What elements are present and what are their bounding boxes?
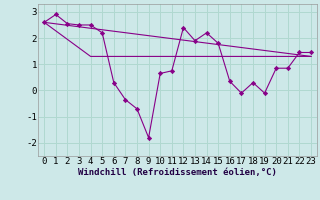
X-axis label: Windchill (Refroidissement éolien,°C): Windchill (Refroidissement éolien,°C) [78, 168, 277, 177]
